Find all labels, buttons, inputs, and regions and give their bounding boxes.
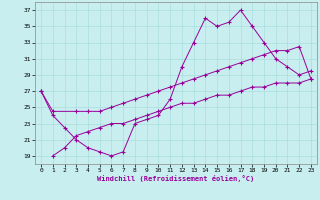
- X-axis label: Windchill (Refroidissement éolien,°C): Windchill (Refroidissement éolien,°C): [97, 175, 255, 182]
